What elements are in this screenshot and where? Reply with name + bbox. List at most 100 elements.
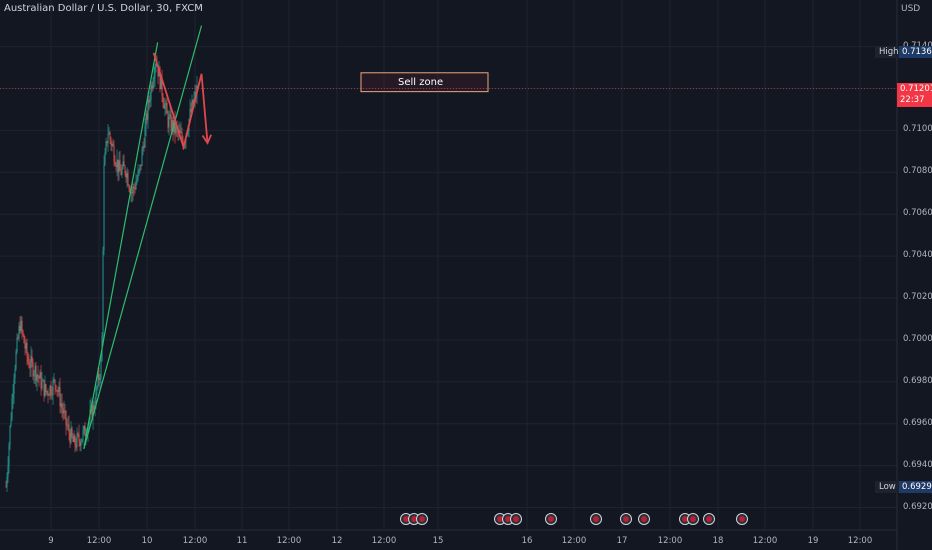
- economic-event-flag-icon[interactable]: [416, 513, 428, 525]
- candle-body: [171, 120, 173, 131]
- candle-body: [41, 381, 43, 389]
- candle-body: [131, 192, 133, 194]
- time-tick-label: 19: [807, 536, 819, 546]
- candle-body: [47, 391, 49, 396]
- candle-body: [180, 132, 182, 133]
- candle-body: [7, 465, 9, 477]
- candle-body: [12, 393, 14, 399]
- candle-body: [40, 372, 42, 389]
- candle-body: [191, 100, 193, 112]
- candle-body: [165, 103, 167, 106]
- price-tick-label: 0.71400: [903, 41, 932, 51]
- candle-body: [24, 343, 26, 349]
- candle-body: [23, 334, 25, 344]
- candle-body: [65, 410, 67, 426]
- candle-body: [124, 165, 126, 174]
- candle-body: [62, 408, 64, 414]
- candle-body: [169, 114, 171, 117]
- candle-body: [42, 379, 44, 382]
- candle-body: [161, 75, 163, 96]
- candle-body: [108, 132, 110, 135]
- economic-event-flag-icon[interactable]: [510, 513, 522, 525]
- candle-body: [80, 441, 82, 446]
- candle-body: [127, 172, 129, 186]
- economic-event-flag-icon[interactable]: [687, 513, 699, 525]
- candle-body: [154, 65, 156, 78]
- candle-body: [115, 165, 117, 168]
- economic-event-flag-icon[interactable]: [703, 513, 715, 525]
- candle-body: [96, 386, 98, 389]
- candle-body: [30, 356, 32, 368]
- candle-body: [144, 126, 146, 148]
- candle-body: [97, 373, 99, 387]
- candle-body: [93, 404, 95, 410]
- time-tick-label: 12:00: [752, 536, 778, 546]
- candle-body: [148, 99, 150, 103]
- candle-body: [9, 425, 11, 445]
- candle-body: [106, 141, 108, 144]
- candle-body: [61, 403, 63, 409]
- candle-body: [57, 390, 59, 392]
- candle-body: [16, 337, 18, 352]
- candle-body: [155, 63, 157, 66]
- economic-event-flag-icon[interactable]: [590, 513, 602, 525]
- candle-body: [6, 476, 8, 487]
- candle-body: [167, 113, 169, 128]
- candle-body: [38, 376, 40, 379]
- price-tick-label: 0.69200: [903, 501, 932, 512]
- candle-body: [31, 356, 33, 362]
- time-tick-label: 10: [141, 536, 153, 546]
- candle-body: [126, 172, 128, 178]
- economic-event-flag-icon[interactable]: [638, 513, 650, 525]
- candle-body: [28, 361, 30, 368]
- sell-zone-box: [360, 72, 489, 93]
- candle-body: [112, 143, 114, 146]
- candle-body: [189, 109, 191, 120]
- candle-body: [25, 343, 27, 349]
- candle-body: [150, 85, 152, 101]
- candle-body: [68, 424, 70, 434]
- candle-body: [64, 410, 66, 412]
- candle-body: [162, 95, 164, 103]
- candle-body: [8, 444, 10, 466]
- time-tick-label: 11: [236, 536, 248, 546]
- candle-body: [73, 435, 75, 442]
- candle-body: [190, 109, 192, 112]
- time-tick-label: 12: [331, 536, 343, 546]
- candle-body: [152, 82, 154, 89]
- candle-body: [50, 385, 52, 395]
- projection-path: [152, 52, 209, 151]
- candle-body: [157, 66, 159, 77]
- candle-body: [111, 143, 113, 146]
- candle-body: [125, 173, 127, 178]
- candle-body: [118, 160, 120, 173]
- candle-body: [135, 182, 137, 190]
- time-tick-label: 12:00: [182, 536, 208, 546]
- bar-countdown: 22:37: [900, 95, 925, 105]
- candle-body: [78, 434, 80, 441]
- candle-body: [35, 365, 37, 381]
- candle-body: [109, 132, 111, 139]
- candle-body: [120, 170, 122, 175]
- candle-body: [82, 430, 84, 440]
- economic-event-flag-icon[interactable]: [545, 513, 557, 525]
- time-tick-label: 12:00: [276, 536, 302, 546]
- candle-body: [83, 426, 85, 431]
- candle-body: [128, 185, 130, 189]
- candle-body: [43, 379, 45, 397]
- candle-body: [19, 325, 21, 332]
- candle-body: [56, 390, 58, 391]
- candle-body: [79, 440, 81, 446]
- candle-body: [33, 374, 35, 377]
- candle-body: [67, 424, 69, 426]
- economic-event-flag-icon[interactable]: [736, 513, 748, 525]
- candle-body: [192, 100, 194, 105]
- candle-body: [26, 343, 28, 357]
- candle-body: [143, 146, 145, 148]
- economic-event-flag-icon[interactable]: [620, 513, 632, 525]
- candle-body: [102, 250, 104, 337]
